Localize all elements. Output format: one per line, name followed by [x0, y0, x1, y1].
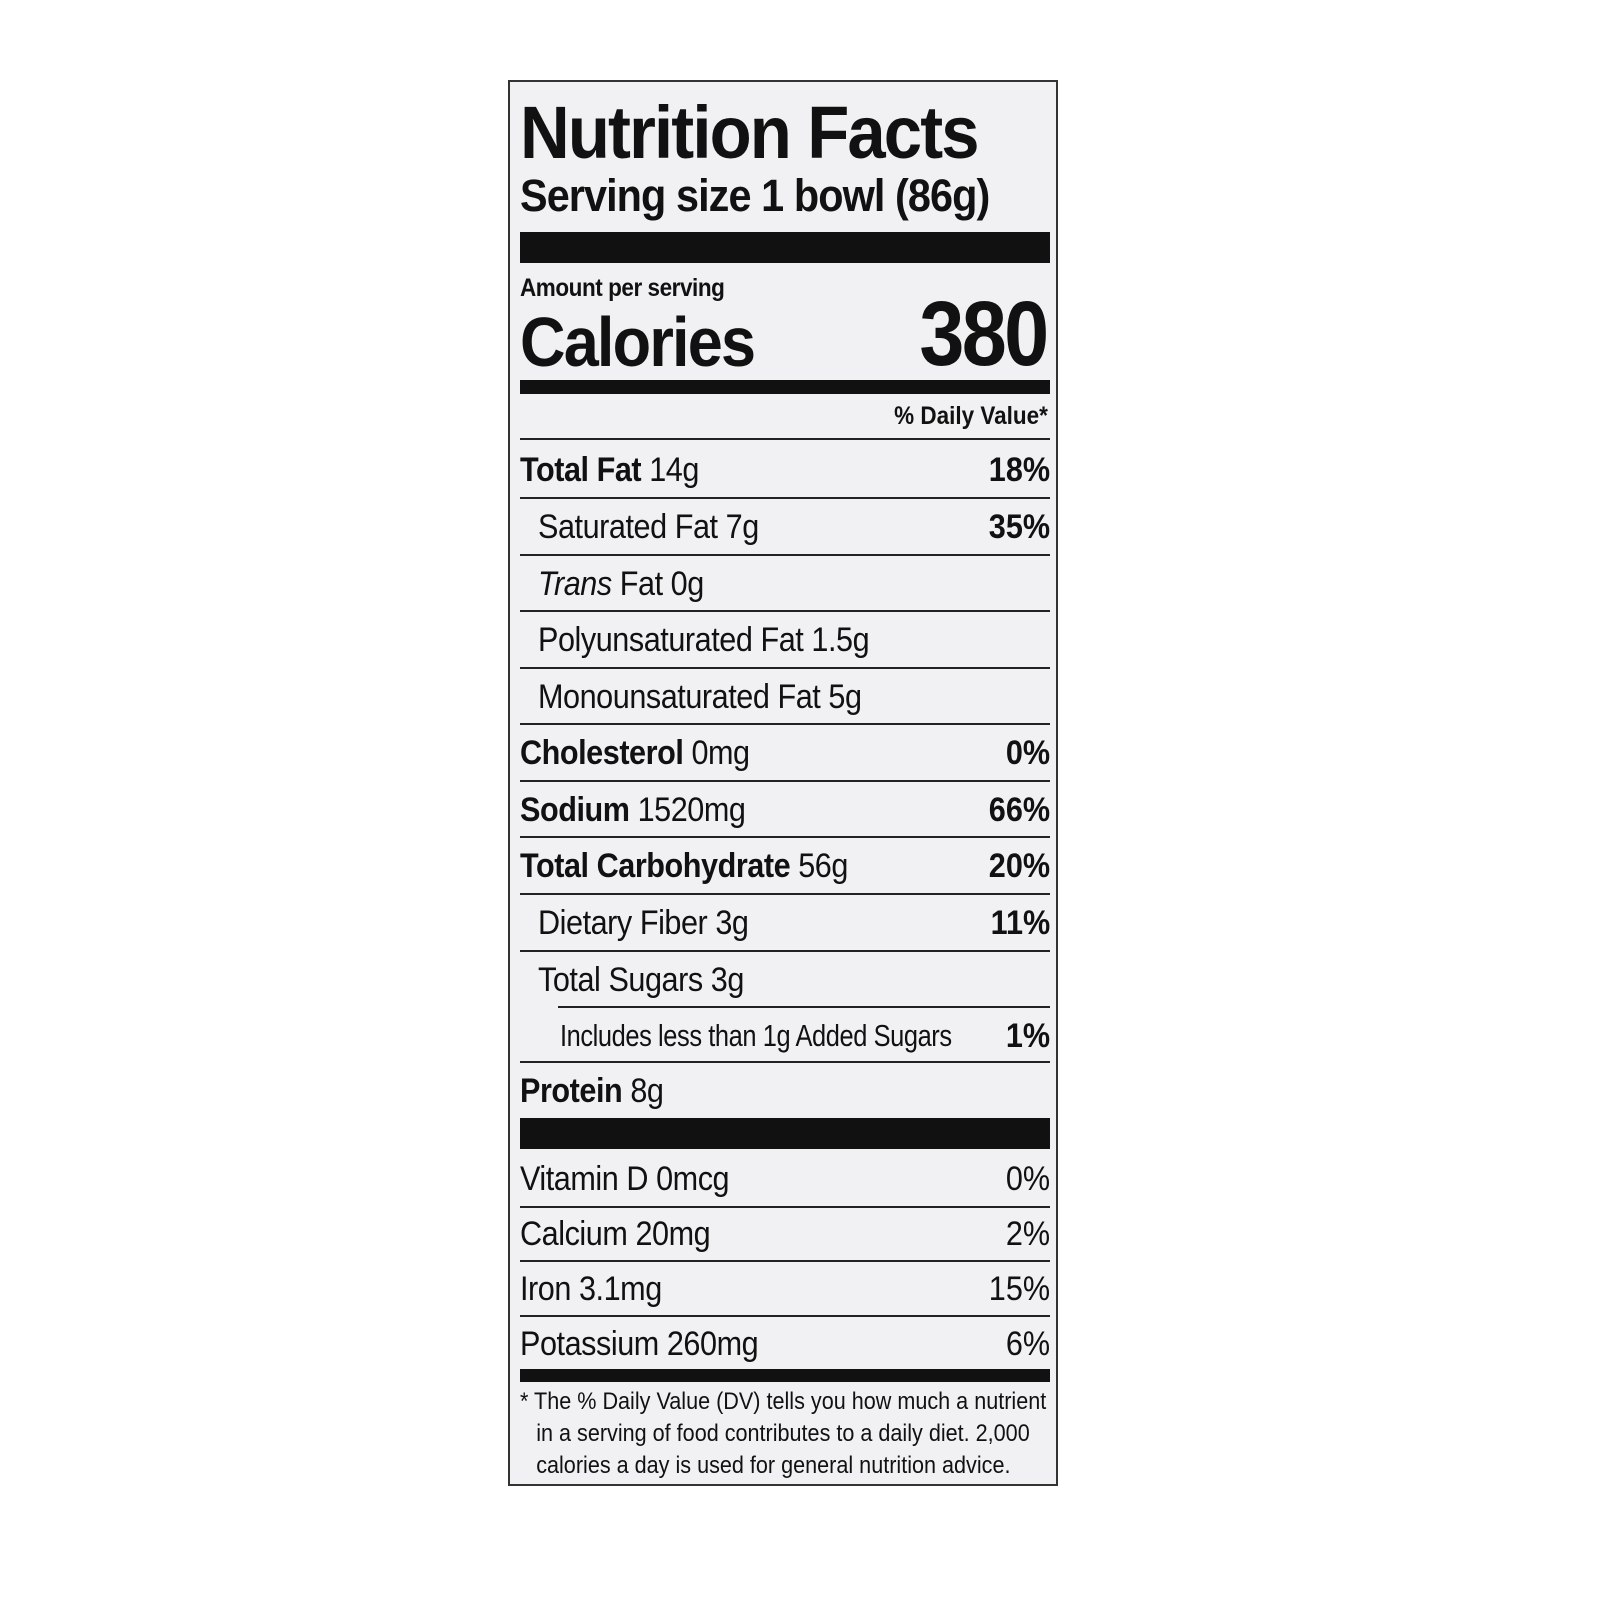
divider — [520, 497, 1050, 499]
divider — [520, 836, 1050, 838]
divider — [520, 610, 1050, 612]
thick-divider — [520, 232, 1050, 263]
divider — [520, 723, 1050, 725]
divider — [520, 950, 1050, 952]
medium-divider — [520, 380, 1050, 394]
footnote-line: in a serving of food contributes to a da… — [536, 1420, 1030, 1447]
amount-per-serving: Amount per serving — [520, 274, 725, 302]
footnote-line: calories a day is used for general nutri… — [536, 1452, 1011, 1479]
nutrient-row-added-sugars: Includes less than 1g Added Sugars 1% — [560, 1017, 1050, 1055]
divider — [520, 554, 1050, 556]
divider — [520, 1260, 1050, 1262]
footnote: * The % Daily Value (DV) tells you how m… — [520, 1386, 1047, 1482]
divider — [520, 780, 1050, 782]
vitamin-row-calcium: Calcium 20mg 2% — [520, 1215, 1050, 1253]
serving-size: Serving size 1 bowl (86g) — [520, 170, 990, 221]
nutrition-facts-label: Nutrition Facts Serving size 1 bowl (86g… — [508, 80, 1058, 1486]
divider — [520, 1206, 1050, 1208]
label-title: Nutrition Facts — [520, 91, 980, 174]
nutrient-row-dietary-fiber: Dietary Fiber 3g 11% — [538, 904, 1050, 942]
nutrient-row-trans-fat: Trans Fat 0g — [538, 565, 704, 603]
nutrient-row-total-carbohydrate: Total Carbohydrate 56g 20% — [520, 847, 1050, 885]
divider — [520, 1061, 1050, 1063]
medium-divider — [520, 1369, 1050, 1382]
nutrient-row-protein: Protein 8g — [520, 1072, 664, 1110]
thick-divider — [520, 1118, 1050, 1149]
nutrient-row-total-fat: Total Fat 14g 18% — [520, 451, 1050, 489]
calories-value: 380 — [918, 283, 1049, 385]
nutrient-row-saturated-fat: Saturated Fat 7g 35% — [538, 508, 1050, 546]
nutrient-row-cholesterol: Cholesterol 0mg 0% — [520, 734, 1050, 772]
daily-value-header: % Daily Value* — [894, 402, 1048, 430]
nutrient-row-monounsaturated-fat: Monounsaturated Fat 5g — [538, 678, 862, 716]
divider — [520, 667, 1050, 669]
divider — [520, 893, 1050, 895]
vitamin-row-iron: Iron 3.1mg 15% — [520, 1270, 1050, 1308]
nutrient-row-sodium: Sodium 1520mg 66% — [520, 791, 1050, 829]
nutrient-row-total-sugars: Total Sugars 3g — [538, 961, 744, 999]
divider — [520, 438, 1050, 440]
divider — [558, 1006, 1050, 1008]
divider — [520, 1315, 1050, 1317]
nutrient-row-polyunsaturated-fat: Polyunsaturated Fat 1.5g — [538, 621, 870, 659]
footnote-line: * The % Daily Value (DV) tells you how m… — [520, 1388, 1047, 1415]
vitamin-row-vitamin-d: Vitamin D 0mcg 0% — [520, 1160, 1050, 1198]
vitamin-row-potassium: Potassium 260mg 6% — [520, 1325, 1050, 1363]
calories-label: Calories — [520, 303, 756, 381]
